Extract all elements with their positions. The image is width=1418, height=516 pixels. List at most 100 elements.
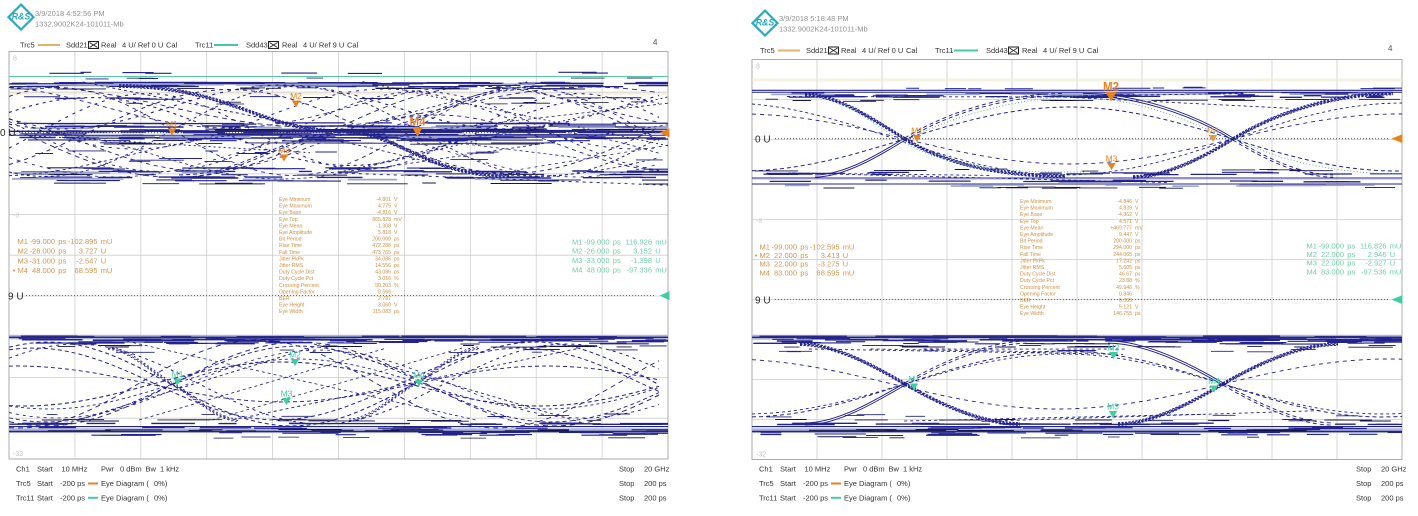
svg-text:Opening Factor: Opening Factor [1020,291,1056,297]
svg-text:Jitter RMS: Jitter RMS [1020,265,1045,271]
svg-text:Cal: Cal [166,41,178,50]
svg-text:-33.000: -33.000 [584,256,609,265]
svg-text:83.000: 83.000 [1321,267,1344,276]
svg-text:-4.846: -4.846 [1117,199,1132,205]
svg-text:4.775: 4.775 [378,204,391,210]
svg-text:0 dBm: 0 dBm [863,465,885,474]
svg-text:200 ps: 200 ps [1381,493,1404,502]
svg-text:49.946: 49.946 [1116,285,1132,291]
svg-text:Cal: Cal [906,46,918,55]
svg-text:4 U/ Ref 9 U: 4 U/ Ref 9 U [1043,46,1084,55]
svg-text:M1: M1 [572,237,582,246]
svg-text:Eye Diagram (: Eye Diagram ( [844,479,892,488]
svg-text:-200 ps: -200 ps [803,479,828,488]
svg-text:M2: M2 [572,247,582,256]
svg-text:mU: mU [655,265,667,274]
svg-text:Pwr: Pwr [101,465,114,474]
svg-text:Fall Time: Fall Time [1020,252,1041,258]
svg-text:ps: ps [1135,252,1141,258]
svg-text:M4: M4 [1307,267,1317,276]
svg-text:Eye Top: Eye Top [1020,219,1039,225]
svg-text:3.413: 3.413 [821,251,840,260]
svg-text:Jitter RMS: Jitter RMS [279,263,304,269]
svg-text:473.765: 473.765 [372,250,391,256]
svg-text:0 U: 0 U [0,128,16,139]
svg-text:V: V [394,223,398,229]
svg-text:M3: M3 [281,389,293,399]
svg-text:0 dBm: 0 dBm [120,465,142,474]
svg-text:Stop: Stop [1356,479,1371,488]
svg-text:Eye Amplitude: Eye Amplitude [279,230,312,236]
svg-text:865.828: 865.828 [372,217,391,223]
svg-text:M3: M3 [278,145,290,155]
svg-text:3/9/2018 4:52:56 PM: 3/9/2018 4:52:56 PM [35,9,105,18]
svg-text:4 U/ Ref 0 U: 4 U/ Ref 0 U [862,46,903,55]
svg-text:Trc5: Trc5 [760,46,775,55]
svg-text:9.447: 9.447 [1119,232,1132,238]
svg-text:68.595: 68.595 [75,266,98,275]
svg-text:-102.595: -102.595 [810,243,840,252]
svg-text:-26.000: -26.000 [30,247,55,256]
svg-text:ps: ps [394,237,400,243]
svg-text:5.121: 5.121 [1119,305,1132,311]
svg-text:Cal: Cal [1087,46,1099,55]
svg-text:-97.536: -97.536 [1361,267,1386,276]
svg-text:8: 8 [756,64,760,71]
svg-text:22.000: 22.000 [774,260,797,269]
svg-text:V: V [1135,199,1139,205]
svg-text:10 MHz: 10 MHz [805,465,831,474]
svg-text:mU: mU [655,237,667,246]
svg-text:Trc11: Trc11 [16,493,34,502]
svg-text:22.000: 22.000 [1321,250,1344,259]
svg-text:-3.275: -3.275 [818,260,839,269]
svg-text:M1: M1 [18,237,28,246]
svg-text:Jitter PkPk: Jitter PkPk [279,256,304,262]
svg-text:Bw: Bw [146,465,157,474]
svg-text:-1.398: -1.398 [631,256,652,265]
svg-text:V: V [394,303,398,309]
svg-text:mV: mV [1135,225,1143,231]
svg-text:9 U: 9 U [755,296,771,307]
svg-text:43.086: 43.086 [375,270,391,276]
svg-text:17.242: 17.242 [1116,258,1132,264]
svg-text:34.086: 34.086 [375,256,391,262]
svg-text:M4: M4 [1208,376,1220,386]
svg-text:Duty Cycle Pct: Duty Cycle Pct [1020,278,1055,284]
svg-text:U: U [101,247,106,256]
svg-text:V: V [1135,206,1139,212]
svg-text:-1.308: -1.308 [376,223,391,229]
svg-text:9 U: 9 U [8,292,24,303]
svg-text:146.755: 146.755 [1113,311,1132,317]
svg-text:Real: Real [101,41,117,50]
svg-text:Eye Minimum: Eye Minimum [1020,199,1051,205]
svg-text:BER: BER [279,296,290,302]
svg-text:4: 4 [653,38,658,47]
svg-text:ps: ps [394,256,400,262]
svg-text:M1: M1 [1307,242,1317,251]
svg-text:Trc5: Trc5 [20,41,35,50]
svg-text:Eye Diagram (: Eye Diagram ( [101,493,149,502]
svg-text:Jitter PkPk: Jitter PkPk [1020,258,1045,264]
svg-text:50.203: 50.203 [375,283,391,289]
svg-text:Start: Start [37,479,54,488]
svg-text:14.556: 14.556 [375,263,391,269]
svg-text:1332.9002K24-101011-Mb: 1332.9002K24-101011-Mb [35,20,124,29]
svg-text:M3: M3 [1307,259,1317,268]
svg-text:ps: ps [394,243,400,249]
svg-text:0%): 0%) [154,479,168,488]
svg-text:Eye Minimum: Eye Minimum [279,197,310,203]
svg-text:M3: M3 [18,256,28,265]
svg-text:mU: mU [843,268,855,277]
svg-text:M2: M2 [1108,343,1120,353]
svg-text:%: % [394,283,399,289]
svg-text:Ch1: Ch1 [16,465,30,474]
svg-text:-2.927: -2.927 [1365,259,1386,268]
svg-text:M4: M4 [572,265,582,274]
svg-text:Ch1: Ch1 [759,465,773,474]
svg-text:Duty Cycle Pct: Duty Cycle Pct [279,276,314,282]
svg-text:U: U [843,260,848,269]
svg-text:ps: ps [800,243,808,252]
svg-text:-8: -8 [756,218,762,225]
svg-text:-4.801: -4.801 [376,197,391,203]
svg-text:V: V [394,197,398,203]
